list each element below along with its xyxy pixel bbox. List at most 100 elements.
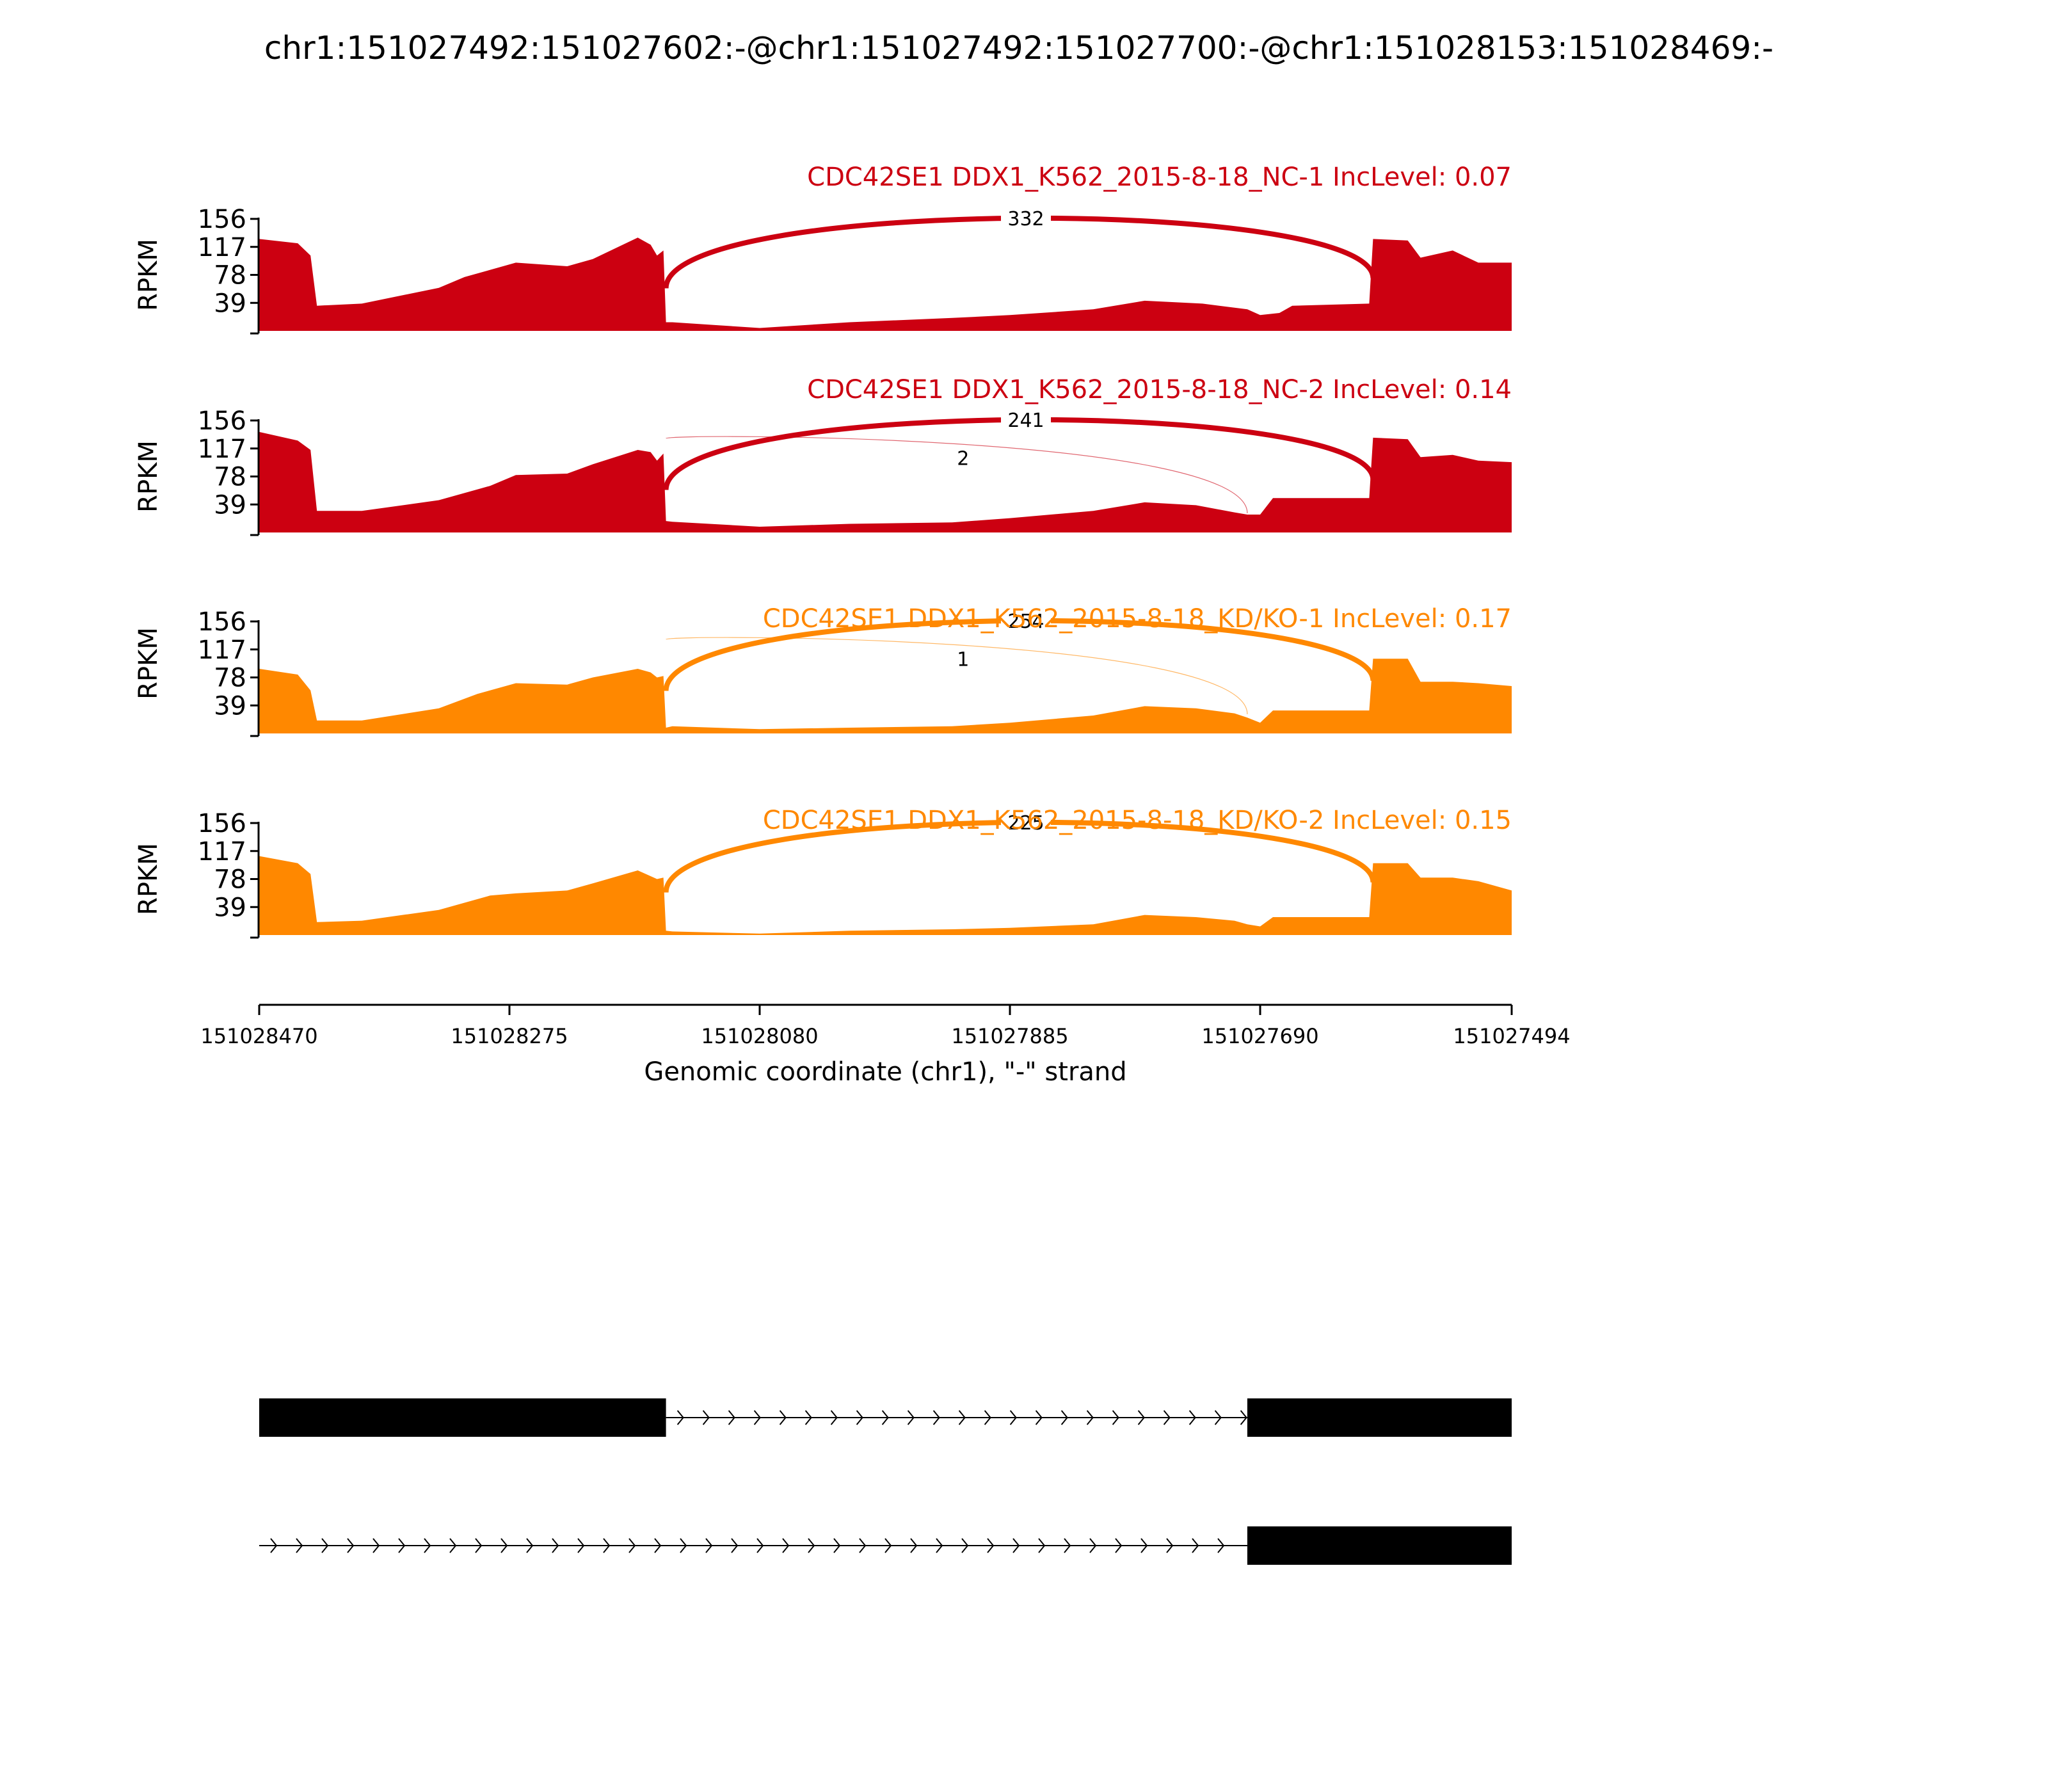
isoform-row xyxy=(259,1398,1512,1437)
y-tick-label: 156 xyxy=(198,406,246,436)
y-axis-label: RPKM xyxy=(134,627,163,700)
isoform-row xyxy=(259,1526,1512,1565)
x-tick-label: 151027690 xyxy=(1201,1024,1318,1048)
strand-arrow-icon xyxy=(961,1538,969,1553)
y-tick-label: 78 xyxy=(214,664,246,693)
y-tick-label: 156 xyxy=(198,205,246,234)
x-tick-label: 151027885 xyxy=(951,1024,1068,1048)
strand-arrow-icon xyxy=(1038,1538,1046,1553)
junction-label-bg xyxy=(948,647,977,669)
y-tick-label: 117 xyxy=(198,636,246,665)
strand-arrow-icon xyxy=(1112,1410,1119,1425)
strand-arrow-icon xyxy=(500,1538,508,1553)
strand-arrow-icon xyxy=(577,1538,585,1553)
strand-arrow-icon xyxy=(1217,1538,1225,1553)
strand-arrow-icon xyxy=(1192,1538,1199,1553)
y-tick-label: 117 xyxy=(198,233,246,262)
strand-arrow-icon xyxy=(552,1538,559,1553)
strand-arrow-icon xyxy=(603,1538,611,1553)
strand-arrow-icon xyxy=(1086,1410,1094,1425)
y-tick-label: 39 xyxy=(214,490,246,520)
x-tick-label: 151027494 xyxy=(1453,1024,1570,1048)
strand-arrow-icon xyxy=(449,1538,457,1553)
strand-arrow-icon xyxy=(475,1538,483,1553)
strand-arrow-icon xyxy=(424,1538,431,1553)
strand-arrow-icon xyxy=(958,1410,966,1425)
strand-arrow-icon xyxy=(833,1538,841,1553)
junction-count-label: 241 xyxy=(1007,410,1044,432)
strand-arrow-icon xyxy=(1137,1410,1145,1425)
coverage-area xyxy=(259,431,1512,532)
strand-arrow-icon xyxy=(779,1410,787,1425)
strand-arrow-icon xyxy=(628,1538,636,1553)
strand-arrow-icon xyxy=(984,1410,991,1425)
strand-arrow-icon xyxy=(830,1410,838,1425)
strand-arrow-icon xyxy=(859,1538,867,1553)
panel-title: CDC42SE1 DDX1_K562_2015-8-18_KD/KO-2 Inc… xyxy=(763,806,1512,835)
strand-arrow-icon xyxy=(756,1538,764,1553)
strand-arrow-icon xyxy=(936,1538,943,1553)
y-tick-label: 117 xyxy=(198,837,246,867)
strand-arrow-icon xyxy=(1140,1538,1148,1553)
junction-label-bg xyxy=(1001,206,1051,228)
x-tick-label: 151028275 xyxy=(451,1024,568,1048)
coverage-area xyxy=(259,659,1512,733)
strand-arrow-icon xyxy=(907,1410,915,1425)
coverage-area xyxy=(259,856,1512,935)
strand-arrow-icon xyxy=(1009,1410,1017,1425)
junction-count-label: 225 xyxy=(1007,812,1044,835)
junction-count-label: 332 xyxy=(1007,208,1044,230)
strand-arrow-icon xyxy=(987,1538,995,1553)
strand-arrow-icon xyxy=(881,1410,889,1425)
junction-label-bg xyxy=(1001,408,1051,430)
y-tick-label: 78 xyxy=(214,865,246,895)
x-axis: 151028470 151028275 151028080 151027885 1510… xyxy=(200,1004,1571,1087)
y-tick-label: 117 xyxy=(198,435,246,464)
junction-count-label: 1 xyxy=(957,649,969,671)
strand-arrow-icon xyxy=(782,1538,790,1553)
strand-arrow-icon xyxy=(680,1538,687,1553)
y-tick-label: 156 xyxy=(198,607,246,637)
strand-arrow-icon xyxy=(1064,1538,1071,1553)
coverage-panel: 254 1 CDC42SE1 DDX1_K562_2015-8-18_KD/KO-1… xyxy=(134,604,1512,737)
strand-arrow-icon xyxy=(910,1538,918,1553)
x-tick-label: 151028470 xyxy=(200,1024,317,1048)
strand-arrow-icon xyxy=(654,1538,662,1553)
junction-arc xyxy=(666,637,1248,715)
junction-count-label: 254 xyxy=(1007,611,1044,633)
junction-label-bg xyxy=(1001,810,1051,833)
strand-arrow-icon xyxy=(676,1410,684,1425)
strand-arrow-icon xyxy=(1166,1538,1174,1553)
isoform-track xyxy=(259,1398,1512,1565)
junction-arc xyxy=(666,436,1248,514)
strand-arrow-icon xyxy=(884,1538,892,1553)
y-tick-label: 78 xyxy=(214,261,246,291)
strand-arrow-icon xyxy=(372,1538,380,1553)
strand-arrow-icon xyxy=(1214,1410,1222,1425)
figure-title: chr1:151027492:151027602:-@chr1:15102749… xyxy=(264,29,1773,67)
y-tick-label: 39 xyxy=(214,691,246,721)
strand-arrow-icon xyxy=(1060,1410,1068,1425)
panel-title: CDC42SE1 DDX1_K562_2015-8-18_NC-1 IncLev… xyxy=(807,163,1512,192)
strand-arrow-icon xyxy=(932,1410,940,1425)
y-tick-label: 39 xyxy=(214,893,246,922)
strand-arrow-icon xyxy=(1035,1410,1043,1425)
strand-arrow-icon xyxy=(705,1538,713,1553)
y-axis-label: RPKM xyxy=(134,843,163,915)
exon-block xyxy=(1247,1526,1512,1565)
x-tick-label: 151028080 xyxy=(701,1024,818,1048)
strand-arrow-icon xyxy=(728,1410,735,1425)
strand-arrow-icon xyxy=(398,1538,406,1553)
coverage-panel: 332 CDC42SE1 DDX1_K562_2015-8-18_NC-1 Inc… xyxy=(134,163,1512,335)
coverage-panels: 332 CDC42SE1 DDX1_K562_2015-8-18_NC-1 Inc… xyxy=(134,163,1512,939)
exon-block xyxy=(1247,1398,1512,1437)
x-axis-label: Genomic coordinate (chr1), "-" strand xyxy=(644,1057,1126,1087)
strand-arrow-icon xyxy=(321,1538,329,1553)
exon-block xyxy=(259,1398,666,1437)
y-axis-label: RPKM xyxy=(134,239,163,311)
strand-arrow-icon xyxy=(702,1410,710,1425)
panel-title: CDC42SE1 DDX1_K562_2015-8-18_KD/KO-1 Inc… xyxy=(763,604,1512,634)
strand-arrow-icon xyxy=(1089,1538,1097,1553)
strand-arrow-icon xyxy=(753,1410,761,1425)
